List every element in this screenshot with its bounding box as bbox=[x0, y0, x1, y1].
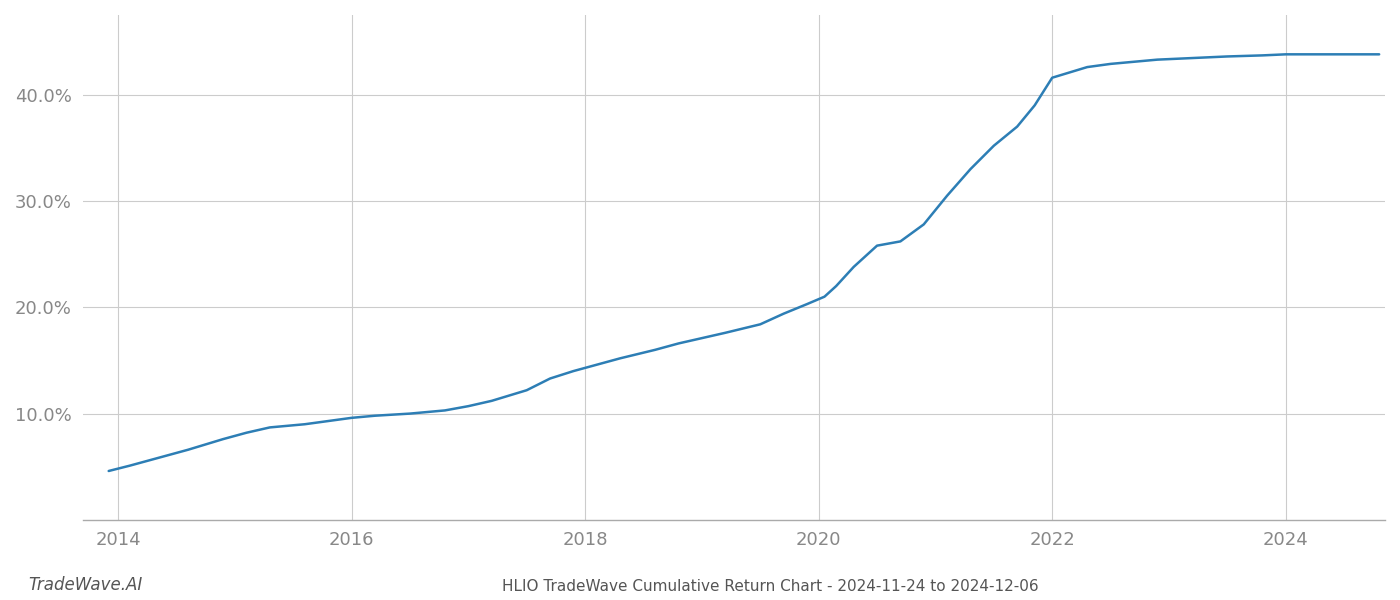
Text: HLIO TradeWave Cumulative Return Chart - 2024-11-24 to 2024-12-06: HLIO TradeWave Cumulative Return Chart -… bbox=[501, 579, 1039, 594]
Text: TradeWave.AI: TradeWave.AI bbox=[28, 576, 143, 594]
